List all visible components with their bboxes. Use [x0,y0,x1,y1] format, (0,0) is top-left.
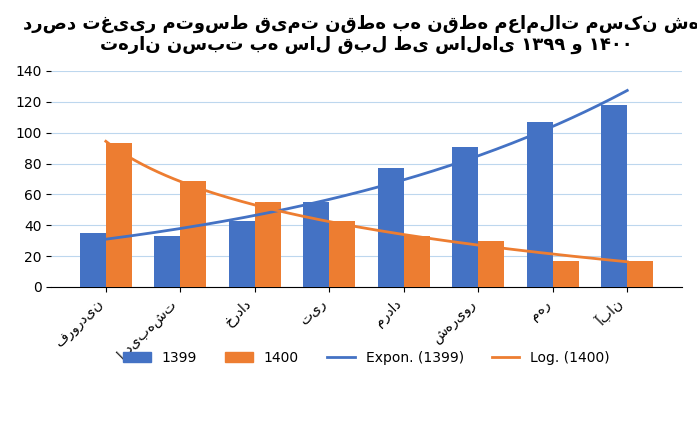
Legend: 1399, 1400, Expon. (1399), Log. (1400): 1399, 1400, Expon. (1399), Log. (1400) [117,346,615,371]
Bar [602,105,627,287]
Title: درصد تغییر متوسط قیمت نقطه به نقطه معاملات مسکن شهر
تهران نسبت به سال قبل طی سال: درصد تغییر متوسط قیمت نقطه به نقطه معامل… [23,15,697,54]
Bar [553,261,579,287]
Bar [303,202,329,287]
Bar [154,236,181,287]
Bar [255,202,281,287]
Bar [452,146,478,287]
Bar [181,181,206,287]
Bar [79,233,106,287]
Bar [378,168,404,287]
Bar [106,143,132,287]
Bar [404,236,430,287]
Bar [478,241,505,287]
Bar [527,122,553,287]
Bar [229,221,255,287]
Bar [329,221,355,287]
Bar [627,261,653,287]
